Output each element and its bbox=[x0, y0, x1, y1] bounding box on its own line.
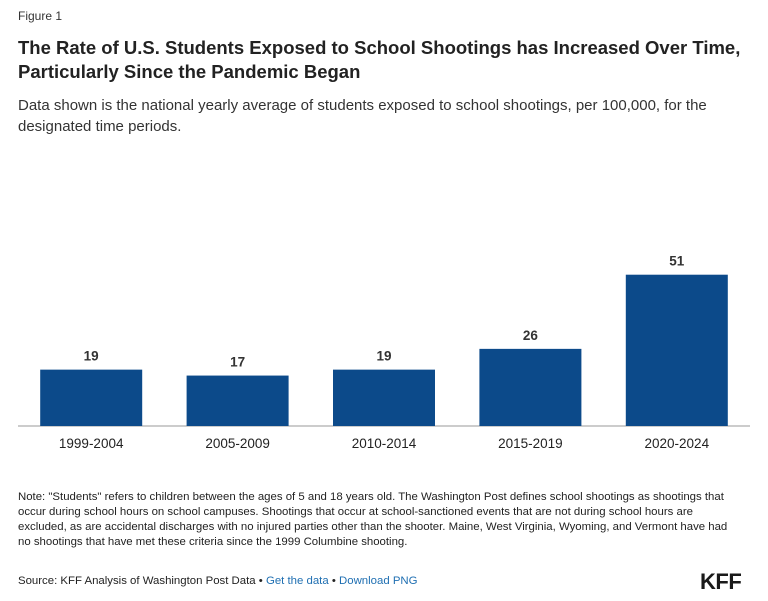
download-png-link[interactable]: Download PNG bbox=[339, 575, 418, 587]
data-label: 51 bbox=[669, 254, 685, 269]
bar-2020-2024 bbox=[625, 274, 728, 426]
bar-1999-2004 bbox=[40, 369, 143, 426]
bar-2010-2014 bbox=[333, 369, 435, 426]
chart-note: Note: "Students" refers to children betw… bbox=[18, 491, 728, 548]
source-text: Source: KFF Analysis of Washington Post … bbox=[18, 575, 256, 587]
data-label: 26 bbox=[523, 328, 539, 343]
kff-logo: KFF bbox=[700, 569, 742, 594]
bar-chart: 19 1999-2004 17 2005-2009 19 2010-2014 26 2015-… bbox=[18, 254, 750, 451]
bar-2005-2009 bbox=[186, 375, 289, 426]
data-label: 19 bbox=[376, 349, 391, 364]
chart-subtitle: Data shown is the national yearly averag… bbox=[18, 97, 707, 135]
x-tick-label: 2015-2019 bbox=[498, 436, 563, 451]
separator-dot: • bbox=[331, 575, 336, 587]
x-tick-label: 2005-2009 bbox=[205, 436, 270, 451]
data-label: 19 bbox=[84, 349, 99, 364]
source-line: Source: KFF Analysis of Washington Post … bbox=[18, 575, 418, 587]
chart-title: The Rate of U.S. Students Exposed to Sch… bbox=[18, 37, 741, 82]
x-tick-label: 2010-2014 bbox=[352, 436, 417, 451]
get-data-link[interactable]: Get the data bbox=[265, 575, 329, 587]
x-tick-label: 1999-2004 bbox=[59, 436, 124, 451]
data-label: 17 bbox=[230, 355, 245, 370]
figure-label: Figure 1 bbox=[18, 9, 63, 23]
separator-dot: • bbox=[258, 575, 263, 587]
x-tick-label: 2020-2024 bbox=[645, 436, 710, 451]
bar-2015-2019 bbox=[479, 348, 582, 426]
